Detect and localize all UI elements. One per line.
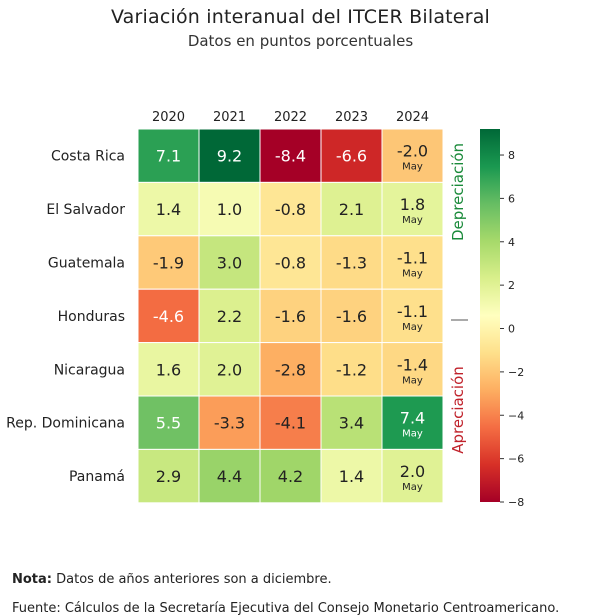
heatmap-cell xyxy=(259,288,322,344)
heatmap-cell xyxy=(320,128,383,183)
cell-value: 1.6 xyxy=(156,360,181,379)
footer-source: Fuente: Cálculos de la Secretaría Ejecut… xyxy=(12,601,560,616)
row-label: Rep. Dominicana xyxy=(6,416,125,432)
cell-value: 2.1 xyxy=(339,200,364,219)
cell-month-note: May xyxy=(402,215,423,226)
heatmap-cell xyxy=(320,448,383,504)
cell-value: -1.4 xyxy=(397,355,428,374)
heatmap-chart: 2020 2021 2022 2023 2024 Costa Rica El Salvado… xyxy=(6,110,524,509)
heatmap-cell xyxy=(137,395,200,450)
cell-value: -8.4 xyxy=(275,147,306,166)
row-label: Nicaragua xyxy=(54,362,125,378)
row-label: Honduras xyxy=(58,309,125,325)
column-header-2022: 2022 xyxy=(274,110,307,125)
cell-value: 2.0 xyxy=(400,462,425,481)
side-label-depreciation: Depreciación xyxy=(449,143,467,241)
heatmap-cell xyxy=(137,181,200,237)
colorbar-tick-label: 4 xyxy=(508,236,515,249)
cell-value: -1.9 xyxy=(153,254,184,273)
column-header-2021: 2021 xyxy=(213,110,246,125)
cell-value: 2.0 xyxy=(217,360,242,379)
cell-value: -2.8 xyxy=(275,360,306,379)
column-header-2020: 2020 xyxy=(152,110,185,125)
colorbar-tick-label: −6 xyxy=(508,453,524,466)
cell-value: 4.2 xyxy=(278,467,303,486)
cell-month-note: May xyxy=(402,162,423,173)
chart-title: Variación interanual del ITCER Bilateral xyxy=(110,6,491,28)
cell-value: 9.2 xyxy=(217,147,242,166)
cell-value: -6.6 xyxy=(336,147,367,166)
heatmap-cell xyxy=(381,395,444,450)
cell-value: -4.6 xyxy=(153,307,184,326)
heatmap-cell xyxy=(320,342,383,397)
cell-month-note: May xyxy=(402,375,423,386)
heatmap-cell xyxy=(381,342,444,397)
cell-value: -1.3 xyxy=(336,254,367,273)
note-text: Datos de años anteriores son a diciembre… xyxy=(56,572,332,587)
cell-value: 5.5 xyxy=(156,414,181,433)
heatmap-cell xyxy=(137,235,200,290)
heatmap-cell xyxy=(259,395,322,450)
cell-value: 3.0 xyxy=(217,254,242,273)
cell-value: -1.1 xyxy=(397,302,428,321)
cell-value: 1.4 xyxy=(156,200,181,219)
heatmap-cell xyxy=(320,181,383,237)
cell-value: 7.1 xyxy=(156,147,181,166)
cell-value: -3.3 xyxy=(214,414,245,433)
cell-value: 1.0 xyxy=(217,200,242,219)
heatmap-cell xyxy=(381,448,444,504)
cell-value: -1.6 xyxy=(336,307,367,326)
cell-value: 1.8 xyxy=(400,195,425,214)
heatmap-cell xyxy=(381,181,444,237)
cell-value: -0.8 xyxy=(275,254,306,273)
colorbar xyxy=(480,129,500,502)
cell-value: -1.6 xyxy=(275,307,306,326)
colorbar-tick-label: −4 xyxy=(508,409,524,422)
heatmap-cell xyxy=(137,448,200,504)
colorbar-tick-label: −2 xyxy=(508,366,524,379)
heatmap-cell xyxy=(320,395,383,450)
cell-value: 1.4 xyxy=(339,467,364,486)
heatmap-cell xyxy=(320,288,383,344)
cell-value: 3.4 xyxy=(339,414,364,433)
colorbar-tick-label: 2 xyxy=(508,279,515,292)
cell-value: -1.1 xyxy=(397,249,428,268)
row-label: Panamá xyxy=(69,469,125,485)
colorbar-tick-label: 0 xyxy=(508,323,515,336)
heatmap-cell xyxy=(259,448,322,504)
cell-month-note: May xyxy=(402,482,423,493)
colorbar-tick-label: −8 xyxy=(508,496,524,509)
heatmap-cell xyxy=(198,448,261,504)
row-label: El Salvador xyxy=(46,202,125,218)
heatmap-cell xyxy=(137,128,200,183)
row-label: Costa Rica xyxy=(51,149,125,165)
row-label: Guatemala xyxy=(48,256,125,272)
cell-value: -0.8 xyxy=(275,200,306,219)
column-header-2023: 2023 xyxy=(335,110,368,125)
heatmap-cell xyxy=(381,128,444,183)
cell-value: 4.4 xyxy=(217,467,242,486)
cell-value: -2.0 xyxy=(397,142,428,161)
footer-note: Nota: Datos de años anteriores son a dic… xyxy=(12,572,332,587)
cell-month-note: May xyxy=(402,429,423,440)
cell-value: 2.2 xyxy=(217,307,242,326)
cell-value: 7.4 xyxy=(400,409,425,428)
heatmap-cell xyxy=(198,342,261,397)
heatmap-cell xyxy=(381,288,444,344)
heatmap-cell xyxy=(198,235,261,290)
cell-value: -4.1 xyxy=(275,414,306,433)
side-label-appreciation: Apreciación xyxy=(449,366,467,454)
heatmap-cell xyxy=(259,235,322,290)
cell-month-note: May xyxy=(402,269,423,280)
cell-value: 2.9 xyxy=(156,467,181,486)
column-header-2024: 2024 xyxy=(396,110,429,125)
heatmap-cell xyxy=(320,235,383,290)
note-label: Nota: xyxy=(12,572,52,587)
cell-month-note: May xyxy=(402,322,423,333)
heatmap-cell xyxy=(259,128,322,183)
colorbar-tick-label: 8 xyxy=(508,149,515,162)
chart-subtitle: Datos en puntos porcentuales xyxy=(187,32,414,50)
cell-value: -1.2 xyxy=(336,360,367,379)
colorbar-tick-label: 6 xyxy=(508,192,515,205)
